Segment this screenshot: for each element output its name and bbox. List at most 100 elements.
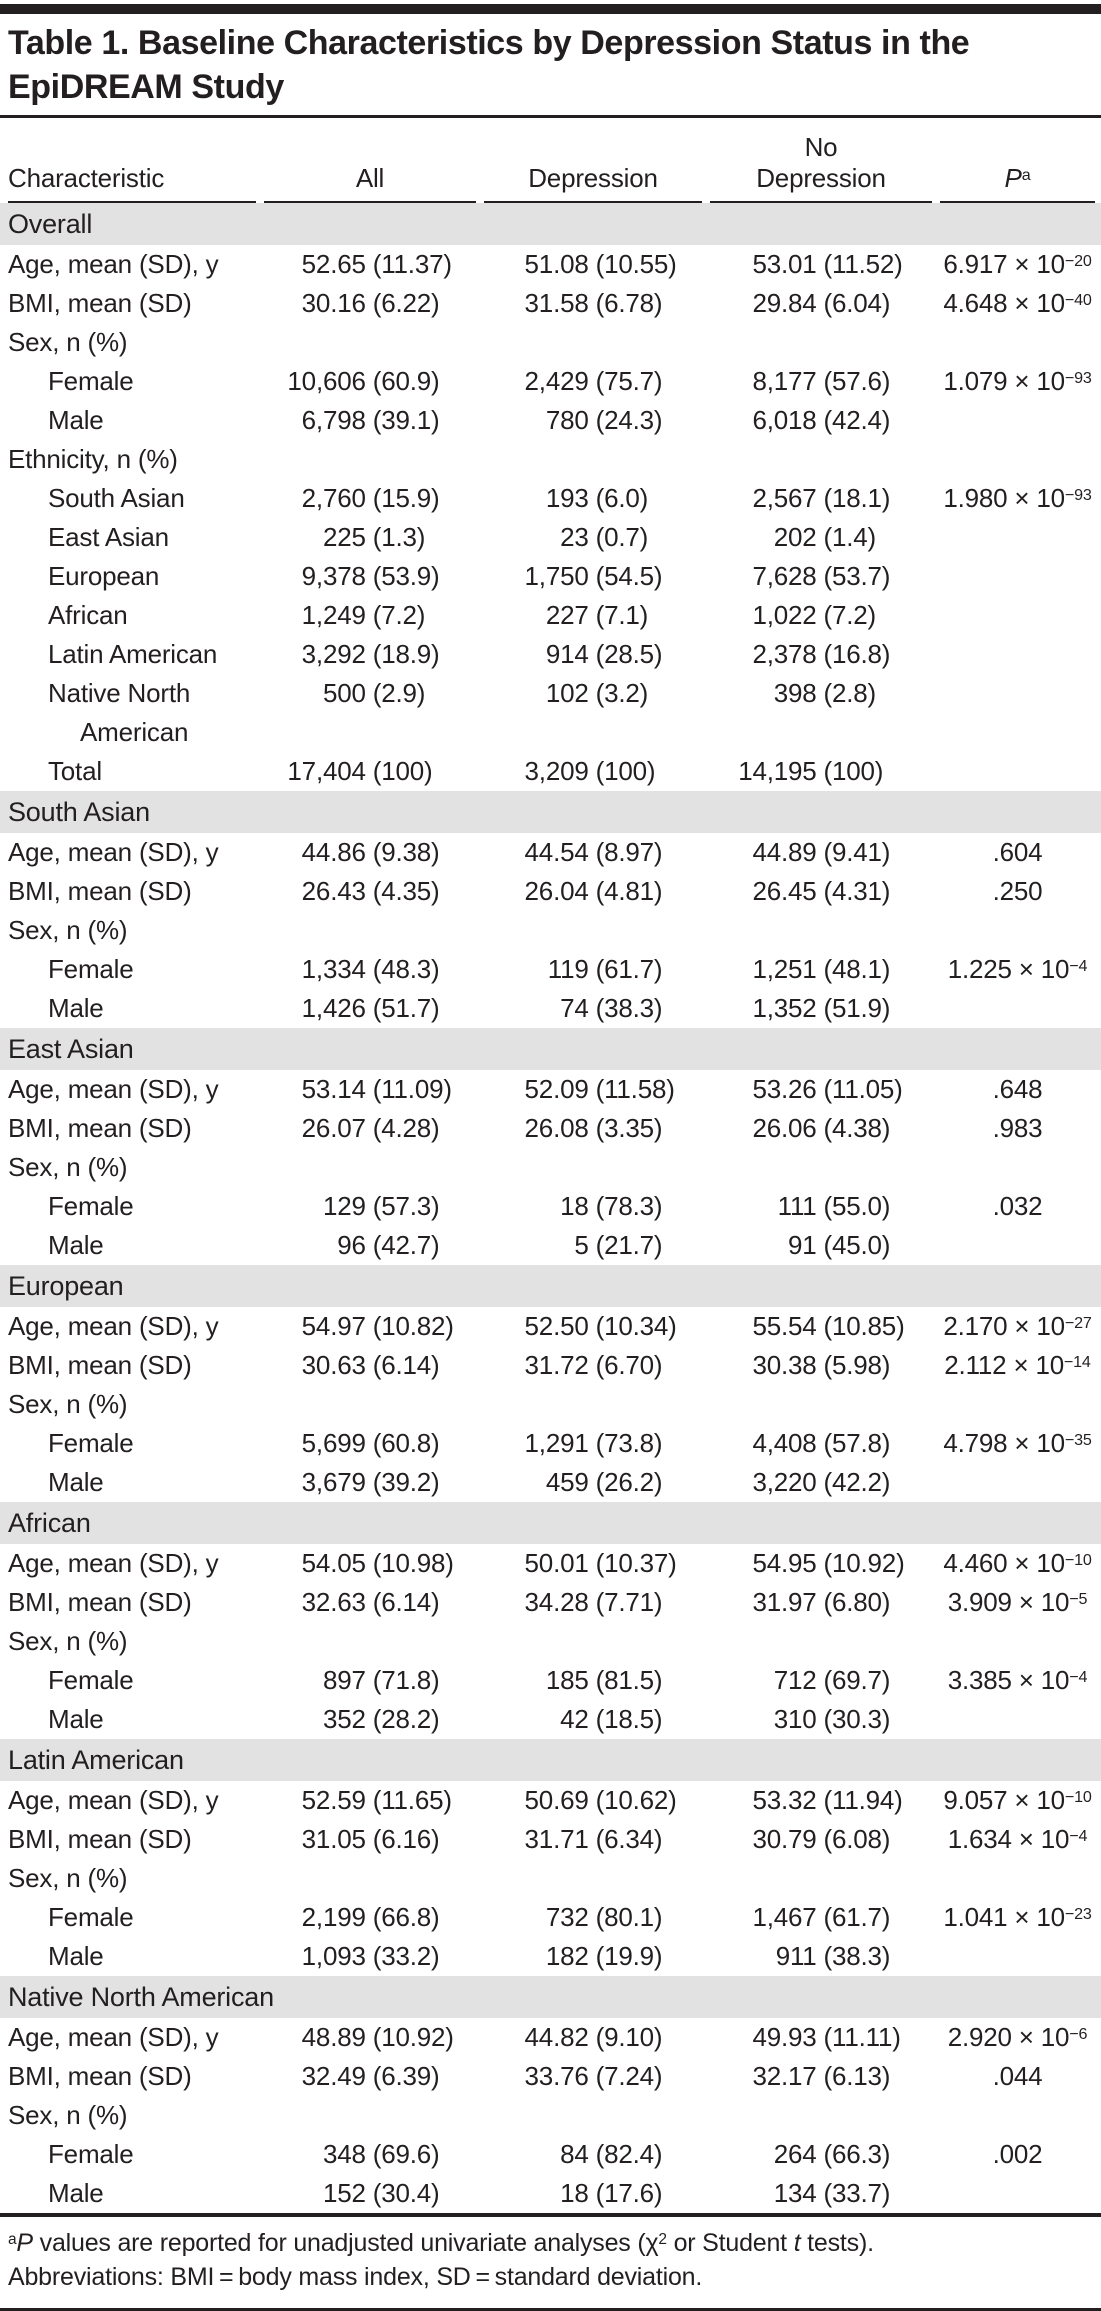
table-row: Female 348 (69.6) 84 (82.4) 264 (66.3) .002 (0, 2135, 1101, 2174)
table-row: Sex, n (%) (0, 2096, 1101, 2135)
row-label: Age, mean (SD), y (8, 249, 219, 279)
cell-p: 2.112 × 10−14 (944, 1350, 1091, 1380)
cell-no-depression: 91 (45.0) (788, 1230, 891, 1260)
table-row: Age, mean (SD), y 54.97 (10.82) 52.50 (10.34… (0, 1307, 1101, 1346)
cell-depression: 185 (81.5) (545, 1665, 663, 1695)
section-title: Latin American (8, 1745, 184, 1775)
cell-p: 1.041 × 10−23 (943, 1902, 1092, 1932)
row-label: Male (48, 1704, 104, 1734)
cell-depression: 732 (80.1) (545, 1902, 663, 1932)
column-header-label: Depression (528, 163, 658, 193)
cell-depression: 50.69 (10.62) (524, 1785, 677, 1815)
cell-depression: 51.08 (10.55) (524, 249, 677, 279)
cell-no-depression: 32.17 (6.13) (752, 2061, 891, 2091)
table-row: Age, mean (SD), y 44.86 (9.38) 44.54 (8.97) 4… (0, 833, 1101, 872)
cell-no-depression: 26.45 (4.31) (752, 876, 891, 906)
section-title: Overall (8, 209, 93, 239)
cell-all: 225 (1.3) (322, 522, 426, 552)
cell-p (940, 752, 1095, 791)
row-label: Ethnicity, n (%) (8, 444, 178, 474)
section-title: European (8, 1271, 124, 1301)
row-label: Female (48, 1191, 134, 1221)
cell-no-depression: 3,220 (42.2) (752, 1467, 891, 1497)
cell-all: 26.43 (4.35) (301, 876, 440, 906)
cell-no-depression: 134 (33.7) (773, 2178, 891, 2208)
cell-p: 3.909 × 10−5 (947, 1587, 1088, 1617)
cell-all: 1,334 (48.3) (301, 954, 440, 984)
cell-no-depression (710, 1385, 932, 1424)
cell-depression: 50.01 (10.37) (524, 1548, 677, 1578)
cell-depression: 52.09 (11.58) (524, 1074, 675, 1104)
cell-p: .604 (992, 837, 1043, 867)
cell-depression (484, 440, 702, 479)
cell-all: 3,292 (18.9) (301, 639, 440, 669)
row-label: East Asian (48, 522, 169, 552)
cell-all (264, 911, 476, 950)
cell-no-depression: 111 (55.0) (777, 1191, 891, 1221)
table-row: Sex, n (%) (0, 1385, 1101, 1424)
table-body: Overall Age, mean (SD), y 52.65 (11.37) 51.0… (0, 203, 1101, 2213)
row-label: Female (48, 366, 134, 396)
row-label: Male (48, 1230, 104, 1260)
cell-all: 152 (30.4) (322, 2178, 440, 2208)
row-label: BMI, mean (SD) (8, 1824, 192, 1854)
table-row: Male 152 (30.4) 18 (17.6) 134 (33.7) (0, 2174, 1101, 2213)
cell-depression: 5 (21.7) (574, 1230, 663, 1260)
cell-all: 897 (71.8) (322, 1665, 440, 1695)
cell-depression (484, 1148, 702, 1187)
cell-all (264, 1859, 476, 1898)
section-header-row: European (0, 1265, 1101, 1307)
cell-depression: 3,209 (100) (524, 756, 656, 786)
cell-p: .983 (992, 1113, 1043, 1143)
cell-all (264, 2096, 476, 2135)
cell-all: 32.49 (6.39) (301, 2061, 440, 2091)
cell-depression: 52.50 (10.34) (524, 1311, 677, 1341)
row-label: Age, mean (SD), y (8, 837, 219, 867)
section-title: East Asian (8, 1034, 134, 1064)
cell-no-depression: 14,195 (100) (738, 756, 884, 786)
footnote-rule (0, 2213, 1101, 2217)
cell-no-depression: 26.06 (4.38) (752, 1113, 891, 1143)
cell-p (940, 1385, 1095, 1424)
cell-depression (484, 1385, 702, 1424)
column-header-all: All (264, 163, 476, 203)
cell-depression: 84 (82.4) (560, 2139, 663, 2169)
cell-p: 9.057 × 10−10 (943, 1785, 1092, 1815)
cell-all: 1,249 (7.2) (301, 600, 426, 630)
cell-p (940, 2096, 1095, 2135)
cell-no-depression (710, 1148, 932, 1187)
cell-all: 54.97 (10.82) (301, 1311, 454, 1341)
cell-no-depression: 29.84 (6.04) (752, 288, 891, 318)
cell-all: 2,760 (15.9) (301, 483, 440, 513)
cell-depression: 31.58 (6.78) (524, 288, 663, 318)
table-row: BMI, mean (SD) 30.63 (6.14) 31.72 (6.70) 30.3… (0, 1346, 1101, 1385)
row-label: African (48, 600, 128, 630)
row-label: BMI, mean (SD) (8, 288, 192, 318)
row-label: Sex, n (%) (8, 1152, 128, 1182)
cell-p: .648 (992, 1074, 1043, 1104)
cell-depression: 227 (7.1) (545, 600, 649, 630)
section-title: African (8, 1508, 91, 1538)
cell-no-depression: 2,378 (16.8) (752, 639, 891, 669)
row-label: Male (48, 405, 104, 435)
cell-p (940, 557, 1095, 596)
cell-all: 352 (28.2) (322, 1704, 440, 1734)
column-header-label: Characteristic (8, 163, 165, 193)
section-header-row: Latin American (0, 1739, 1101, 1781)
table-row: Native North American 500 (2.9) 102 (3.2) 398… (0, 674, 1101, 752)
cell-p: 1.980 × 10−93 (943, 483, 1092, 513)
table-row: BMI, mean (SD) 32.49 (6.39) 33.76 (7.24) 32.1… (0, 2057, 1101, 2096)
table-row: Age, mean (SD), y 52.65 (11.37) 51.08 (10.55… (0, 245, 1101, 284)
cell-all: 26.07 (4.28) (301, 1113, 440, 1143)
table-row: Sex, n (%) (0, 1859, 1101, 1898)
row-label: Male (48, 2178, 104, 2208)
cell-depression: 18 (78.3) (560, 1191, 663, 1221)
table-row: Age, mean (SD), y 48.89 (10.92) 44.82 (9.10)… (0, 2018, 1101, 2057)
cell-no-depression: 54.95 (10.92) (752, 1548, 905, 1578)
cell-p (940, 1700, 1095, 1739)
row-label: Female (48, 2139, 134, 2169)
cell-no-depression: 49.93 (11.11) (752, 2022, 901, 2052)
cell-p (940, 1148, 1095, 1187)
row-label: Sex, n (%) (8, 915, 128, 945)
row-label: Latin American (48, 639, 218, 669)
